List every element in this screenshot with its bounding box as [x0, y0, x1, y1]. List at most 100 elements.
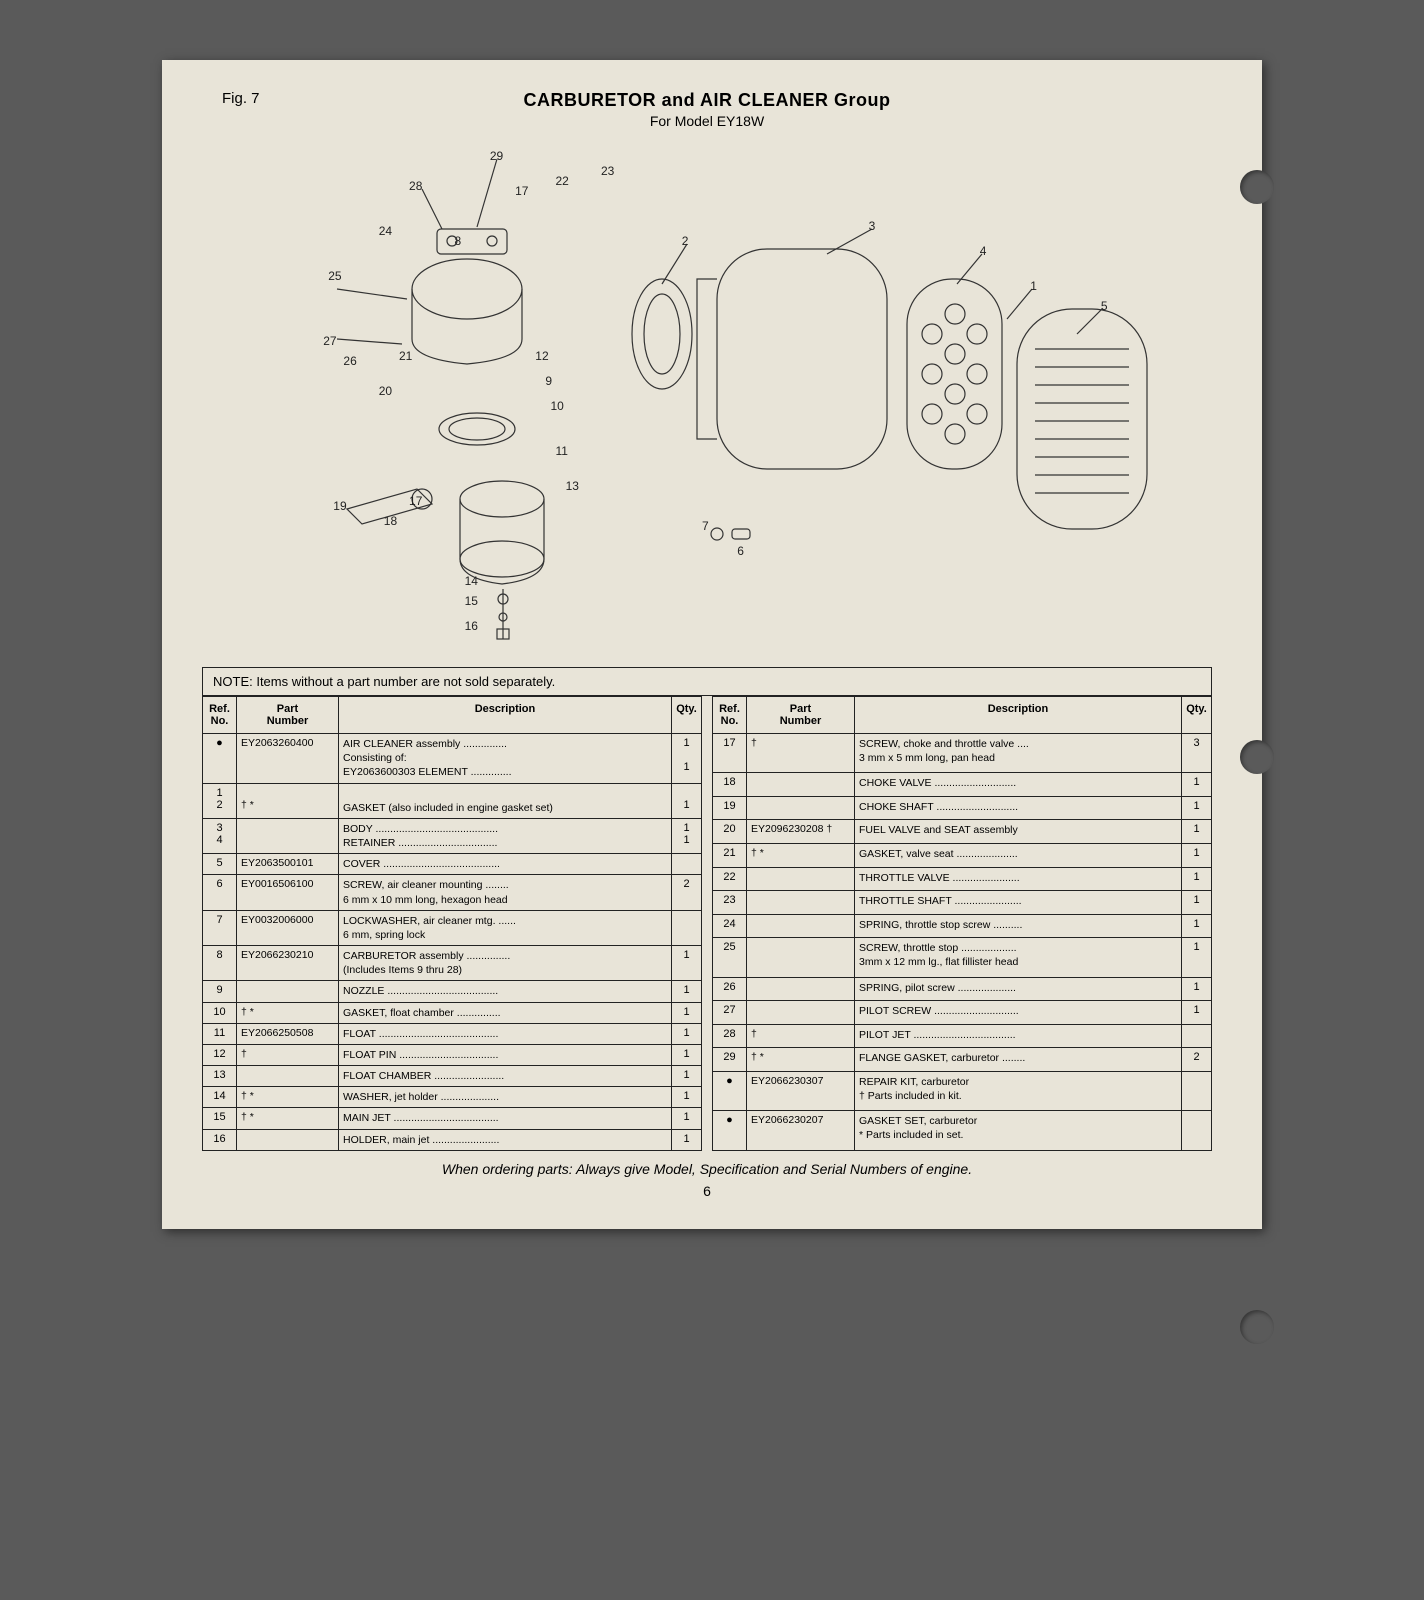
callout-number: 28 — [409, 179, 422, 193]
footer-note: When ordering parts: Always give Model, … — [202, 1161, 1212, 1177]
table-row: 14† *WASHER, jet holder ................… — [203, 1087, 702, 1108]
cell-qty — [672, 854, 702, 875]
callout-number: 9 — [545, 374, 552, 388]
cell-ref: 28 — [713, 1024, 747, 1048]
callout-number: 17 — [515, 184, 528, 198]
parts-table-right: Ref.No. PartNumber Description Qty. 17†S… — [712, 696, 1212, 1151]
cell-qty: 1 — [672, 1023, 702, 1044]
cell-ref: 29 — [713, 1048, 747, 1072]
cell-ref: 34 — [203, 818, 237, 853]
callout-number: 22 — [556, 174, 569, 188]
callout-number: 12 — [535, 349, 548, 363]
cell-ref: 24 — [713, 914, 747, 938]
cell-desc: FUEL VALVE and SEAT assembly — [855, 820, 1182, 844]
cell-desc: GASKET, valve seat ..................... — [855, 844, 1182, 868]
table-row: 15† *MAIN JET ..........................… — [203, 1108, 702, 1129]
cell-ref: 19 — [713, 796, 747, 820]
cell-part: † * — [237, 1087, 339, 1108]
cell-desc: REPAIR KIT, carburetor † Parts included … — [855, 1071, 1182, 1110]
callout-number: 27 — [323, 334, 336, 348]
table-row: 22THROTTLE VALVE .......................… — [713, 867, 1212, 891]
cell-desc: PILOT JET ..............................… — [855, 1024, 1182, 1048]
callout-number: 19 — [333, 499, 346, 513]
cell-part: EY2096230208 † — [747, 820, 855, 844]
cell-part: EY2066230207 — [747, 1111, 855, 1151]
table-row: 5EY2063500101COVER .....................… — [203, 854, 702, 875]
cell-desc: HOLDER, main jet ....................... — [339, 1129, 672, 1150]
callout-number: 26 — [343, 354, 356, 368]
table-row: 17†SCREW, choke and throttle valve .... … — [713, 734, 1212, 773]
callout-number: 1 — [1030, 279, 1037, 293]
punch-hole — [1240, 740, 1274, 774]
cell-qty: 1 — [1182, 796, 1212, 820]
table-row: 9NOZZLE ................................… — [203, 981, 702, 1002]
parts-table-left: Ref.No. PartNumber Description Qty. ●EY2… — [202, 696, 702, 1151]
cell-ref: 6 — [203, 875, 237, 910]
callout-number: 5 — [1101, 299, 1108, 313]
cell-part: † * — [237, 783, 339, 818]
cell-qty: 1 — [1182, 938, 1212, 977]
table-row: 7EY0032006000LOCKWASHER, air cleaner mtg… — [203, 910, 702, 945]
table-row: 18CHOKE VALVE ..........................… — [713, 773, 1212, 797]
cell-desc: BODY ...................................… — [339, 818, 672, 853]
table-row: ●EY2063260400AIR CLEANER assembly ......… — [203, 734, 702, 784]
cell-part — [747, 773, 855, 797]
cell-part — [747, 867, 855, 891]
cell-desc: FLANGE GASKET, carburetor ........ — [855, 1048, 1182, 1072]
cell-desc: GASKET SET, carburetor * Parts included … — [855, 1111, 1182, 1151]
cell-desc: NOZZLE .................................… — [339, 981, 672, 1002]
cell-ref: 20 — [713, 820, 747, 844]
table-row: ●EY2066230307REPAIR KIT, carburetor † Pa… — [713, 1071, 1212, 1110]
cell-ref: ● — [713, 1111, 747, 1151]
col-ref: Ref.No. — [713, 697, 747, 734]
cell-qty: 1 — [672, 981, 702, 1002]
cell-part: EY2066250508 — [237, 1023, 339, 1044]
figure-label: Fig. 7 — [222, 90, 260, 107]
cell-part — [237, 1066, 339, 1087]
callout-number: 16 — [465, 619, 478, 633]
cell-desc: FLOAT PIN ..............................… — [339, 1044, 672, 1065]
cell-ref: 26 — [713, 977, 747, 1001]
callout-number: 13 — [566, 479, 579, 493]
cell-ref: 21 — [713, 844, 747, 868]
table-row: ●EY2066230207GASKET SET, carburetor * Pa… — [713, 1111, 1212, 1151]
table-row: 25SCREW, throttle stop .................… — [713, 938, 1212, 977]
page-number: 6 — [202, 1183, 1212, 1199]
callout-number: 24 — [379, 224, 392, 238]
table-row: 13FLOAT CHAMBER ........................… — [203, 1066, 702, 1087]
cell-qty: 11 — [672, 734, 702, 784]
callout-number: 21 — [399, 349, 412, 363]
page-subtitle: For Model EY18W — [202, 113, 1212, 129]
cell-desc: CARBURETOR assembly ............... (Inc… — [339, 946, 672, 981]
table-row: 24SPRING, throttle stop screw ..........… — [713, 914, 1212, 938]
cell-ref: 7 — [203, 910, 237, 945]
cell-desc: CHOKE SHAFT ............................ — [855, 796, 1182, 820]
callout-number: 15 — [465, 594, 478, 608]
cell-ref: 5 — [203, 854, 237, 875]
table-row: 28†PILOT JET ...........................… — [713, 1024, 1212, 1048]
cell-part — [747, 891, 855, 915]
table-row: 26 SPRING, pilot screw ..................… — [713, 977, 1212, 1001]
cell-qty: 1 — [1182, 1001, 1212, 1025]
cell-part: † — [237, 1044, 339, 1065]
punch-hole — [1240, 170, 1274, 204]
cell-qty: 1 — [672, 783, 702, 818]
cell-desc: SPRING, pilot screw .................... — [855, 977, 1182, 1001]
callout-number: 23 — [601, 164, 614, 178]
exploded-diagram: 2928172223242527262120812910112341576191… — [202, 139, 1212, 659]
tables-container: Ref.No. PartNumber Description Qty. ●EY2… — [202, 696, 1212, 1151]
cell-desc: PILOT SCREW ............................… — [855, 1001, 1182, 1025]
col-part: PartNumber — [237, 697, 339, 734]
table-row: 23THROTTLE SHAFT .......................… — [713, 891, 1212, 915]
page-wrapper: Fig. 7 CARBURETOR and AIR CLEANER Group … — [162, 60, 1262, 1229]
col-qty: Qty. — [1182, 697, 1212, 734]
document-page: Fig. 7 CARBURETOR and AIR CLEANER Group … — [162, 60, 1262, 1229]
callout-number: 4 — [980, 244, 987, 258]
cell-qty — [1182, 1111, 1212, 1151]
callout-number: 20 — [379, 384, 392, 398]
col-ref: Ref.No. — [203, 697, 237, 734]
cell-part: † — [747, 734, 855, 773]
table-row: 20EY2096230208 †FUEL VALVE and SEAT asse… — [713, 820, 1212, 844]
cell-qty: 1 — [1182, 891, 1212, 915]
cell-ref: 27 — [713, 1001, 747, 1025]
